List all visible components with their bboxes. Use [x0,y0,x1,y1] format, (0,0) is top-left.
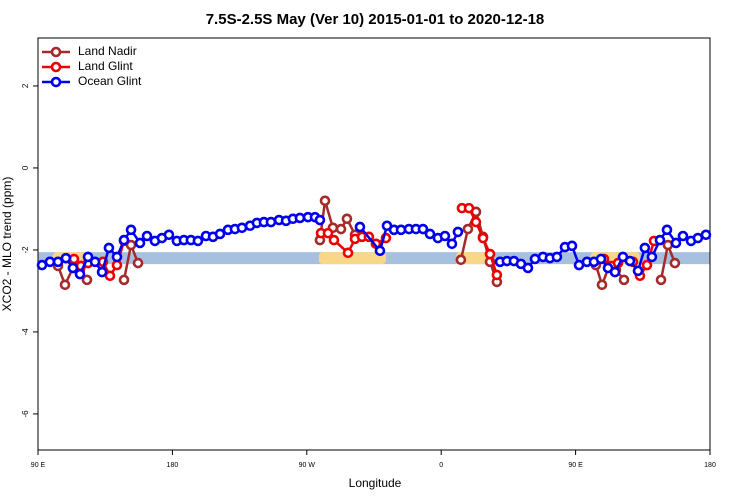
point [491,269,503,281]
point [74,268,86,280]
point [655,274,667,286]
point [639,242,651,254]
point [118,274,130,286]
point [646,251,658,263]
point [52,256,64,268]
point [484,248,496,260]
y-tick-label: -6 [21,410,30,418]
point [669,257,681,269]
point [314,214,326,226]
point [322,227,334,239]
point [452,226,464,238]
point [163,229,175,241]
point [677,230,689,242]
x-tick-label: 0 [439,462,443,469]
point [462,223,474,235]
y-tick-label: 2 [21,83,30,88]
point [529,253,541,265]
point [654,234,666,246]
point [342,247,354,259]
x-tick-label: 90 E [568,462,583,469]
y-tick-label: -4 [21,328,30,336]
point [470,216,482,228]
x-tick-label: 180 [704,462,716,469]
y-tick-label: -2 [21,246,30,254]
point [265,216,277,228]
point [59,279,71,291]
land-band [318,252,386,265]
point [96,266,108,278]
point [632,265,644,277]
point [551,251,563,263]
point [134,237,146,249]
point [89,256,101,268]
point [595,253,607,265]
point [641,259,653,271]
y-tick-label: 0 [21,165,30,170]
legend-label: Ocean Glint [78,74,142,88]
point [335,223,347,235]
point [68,253,80,265]
point [141,230,153,242]
point [596,279,608,291]
point [455,254,467,266]
point [103,242,115,254]
point [618,274,630,286]
point [82,251,94,263]
point [192,235,204,247]
point [132,257,144,269]
point [670,237,682,249]
point [60,252,72,264]
chart-title: 7.5S-2.5S May (Ver 10) 2015-01-01 to 202… [206,11,545,28]
x-axis-label: Longitude [349,476,402,490]
x-tick-label: 90 E [31,462,46,469]
point [341,213,353,225]
point [624,255,636,267]
point [104,270,116,282]
point [446,238,458,250]
point [439,230,451,242]
point [463,202,475,214]
plot-frame [37,37,711,451]
legend-label: Land Nadir [78,44,137,58]
point [566,240,578,252]
point [236,222,248,234]
point [374,245,386,257]
point [67,262,79,274]
point [700,229,712,241]
point [125,224,137,236]
point [111,259,123,271]
point [118,234,130,246]
point [214,228,226,240]
point [111,251,123,263]
legend-marker [50,61,62,73]
legend-marker [50,46,62,58]
point [662,239,674,251]
x-tick-label: 90 W [299,462,316,469]
y-axis-label: XCO2 - MLO trend (ppm) [0,177,14,312]
point [328,234,340,246]
legend-label: Land Glint [78,59,133,73]
point [319,195,331,207]
point [81,274,93,286]
point [661,224,673,236]
legend-marker [50,76,62,88]
x-tick-label: 180 [167,462,179,469]
point [424,228,436,240]
point [354,221,366,233]
point [609,266,621,278]
point [417,223,429,235]
point [522,262,534,274]
point [294,212,306,224]
point [477,232,489,244]
